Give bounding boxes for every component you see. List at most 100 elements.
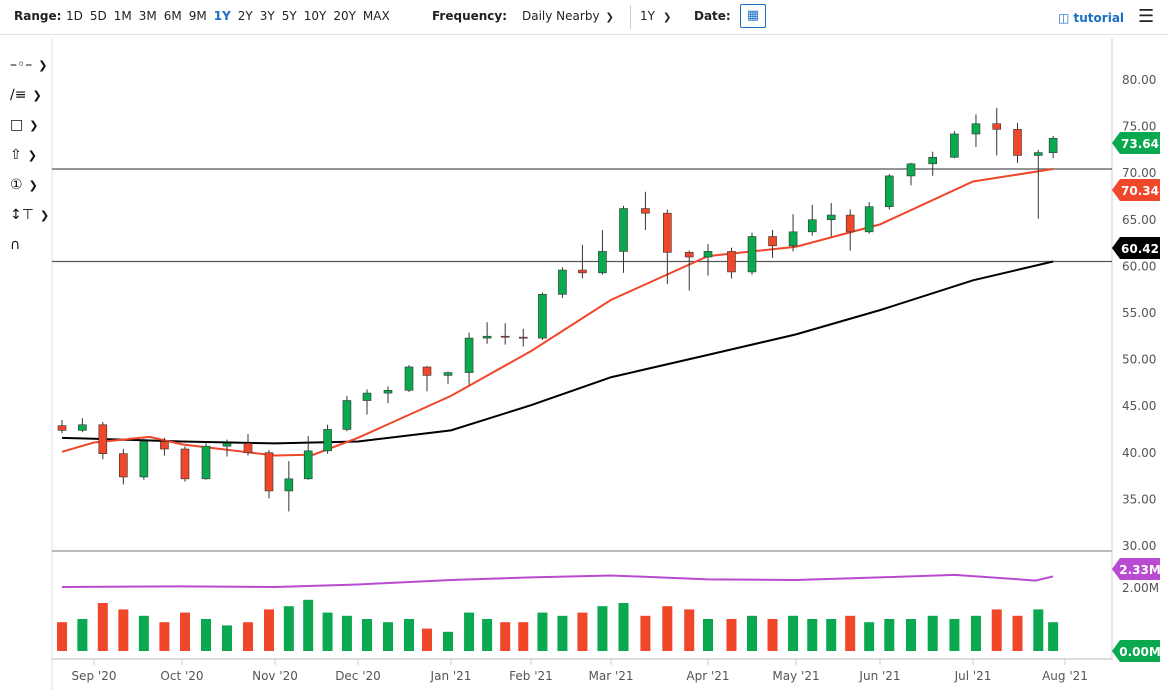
- x-tick-label: Nov '20: [252, 669, 298, 683]
- candle-body: [578, 269, 587, 274]
- x-tick-label: Feb '21: [509, 669, 553, 683]
- candle-body: [684, 252, 694, 258]
- volume-bar: [201, 619, 211, 651]
- volume-bar: [618, 603, 629, 651]
- candle-body: [500, 335, 510, 338]
- range-5y[interactable]: 5Y: [281, 9, 297, 23]
- volume-bar: [283, 606, 294, 651]
- divider: [630, 5, 631, 29]
- toolbar-divider: [0, 34, 1169, 35]
- volume-bar: [1048, 622, 1059, 651]
- range-10y[interactable]: 10Y: [303, 9, 327, 23]
- range-max[interactable]: MAX: [362, 9, 390, 23]
- volume-average-badge: 2.33M: [1112, 558, 1161, 580]
- candle-body: [78, 424, 87, 431]
- fib-tool[interactable]: ∕≡ ❯: [0, 80, 52, 110]
- candle-body: [98, 424, 108, 454]
- x-tick-label: Apr '21: [686, 669, 729, 683]
- hamburger-menu-icon[interactable]: ☰: [1138, 6, 1155, 27]
- range-buttons: 1D 5D 1M 3M 6M 9M 1Y 2Y 3Y 5Y 10Y 20Y MAX: [66, 9, 397, 23]
- volume-bar: [684, 609, 695, 651]
- volume-bar: [322, 612, 333, 651]
- range-3y[interactable]: 3Y: [259, 9, 275, 23]
- candle-body: [303, 450, 313, 480]
- range-2y[interactable]: 2Y: [237, 9, 253, 23]
- candle-body: [482, 335, 492, 339]
- range-1y[interactable]: 1Y: [213, 9, 231, 23]
- candle-body: [663, 212, 672, 253]
- annotation-tool[interactable]: ① ❯: [0, 170, 52, 200]
- period-value: 1Y: [640, 9, 655, 23]
- chevron-right-icon: ❯: [39, 208, 50, 222]
- volume-bar: [991, 609, 1002, 651]
- volume-tick-label: 2.00M: [1122, 581, 1159, 595]
- volume-bar: [726, 619, 737, 651]
- ma-200-badge-text: 60.42: [1121, 242, 1159, 256]
- candle-body: [1033, 152, 1043, 156]
- volume-bar: [884, 619, 895, 651]
- x-tick-label: Sep '20: [72, 669, 117, 683]
- range-1m[interactable]: 1M: [113, 9, 132, 23]
- period-dropdown[interactable]: 1Y ❯: [640, 9, 671, 23]
- range-6m[interactable]: 6M: [163, 9, 182, 23]
- frequency-dropdown[interactable]: Daily Nearby ❯: [522, 9, 614, 23]
- magnet-tool[interactable]: ∩: [0, 230, 52, 260]
- volume-bar: [949, 619, 960, 651]
- chevron-right-icon: ❯: [38, 58, 48, 72]
- chevron-right-icon: ❯: [29, 118, 39, 132]
- candle-body: [1048, 137, 1058, 153]
- range-1d[interactable]: 1D: [66, 9, 83, 23]
- chevron-down-icon: ❯: [662, 12, 672, 23]
- range-5d[interactable]: 5D: [89, 9, 107, 23]
- chevron-right-icon: ❯: [28, 178, 38, 192]
- last-volume-badge: 0.00M: [1112, 640, 1161, 662]
- x-tick-label: Jul '21: [954, 669, 992, 683]
- date-label: Date:: [694, 9, 731, 23]
- arrow-up-icon: ⇧: [10, 147, 22, 163]
- range-20y[interactable]: 20Y: [333, 9, 356, 23]
- volume-bar: [557, 615, 568, 651]
- rectangle-tool[interactable]: □ ❯: [0, 110, 52, 140]
- x-tick-label: May '21: [772, 669, 819, 683]
- volume-bar: [597, 606, 608, 651]
- candle-body: [703, 251, 713, 258]
- volume-bar: [118, 609, 129, 651]
- candle-body: [864, 206, 874, 233]
- volume-bar: [443, 631, 453, 651]
- range-3m[interactable]: 3M: [138, 9, 157, 23]
- volume-average-badge-text: 2.33M: [1119, 563, 1161, 577]
- measure-tool[interactable]: ↕⊤ ❯: [0, 200, 52, 230]
- volume-bar: [57, 622, 68, 651]
- calendar-icon[interactable]: ▦: [740, 4, 766, 28]
- candle-body: [243, 443, 253, 454]
- candle-body: [518, 336, 528, 339]
- x-tick-label: Jan '21: [430, 669, 472, 683]
- ma-200-badge-shape: [1112, 237, 1160, 259]
- y-tick-label: 75.00: [1122, 120, 1156, 134]
- y-tick-label: 55.00: [1122, 306, 1156, 320]
- arrow-tool[interactable]: ⇧ ❯: [0, 140, 52, 170]
- range-9m[interactable]: 9M: [188, 9, 207, 23]
- volume-bar: [767, 619, 778, 651]
- y-tick-label: 65.00: [1122, 213, 1156, 227]
- candle-body: [342, 400, 352, 430]
- last-price-badge: 73.64: [1112, 132, 1160, 154]
- volume-bar: [464, 612, 475, 651]
- candle-body: [619, 208, 628, 252]
- volume-bar: [303, 599, 314, 651]
- volume-bar: [970, 615, 981, 651]
- candle-body: [201, 445, 211, 480]
- volume-bar: [362, 619, 372, 651]
- candle-body: [641, 208, 650, 214]
- volume-average-line: [62, 573, 1054, 589]
- crosshair-tool[interactable]: –◦– ❯: [0, 50, 52, 80]
- y-tick-label: 80.00: [1122, 73, 1156, 87]
- candle-body: [992, 123, 1002, 130]
- candle-body: [180, 448, 190, 480]
- tutorial-link[interactable]: ◫ tutorial: [1058, 11, 1124, 25]
- candle-body: [928, 156, 938, 165]
- volume-bar: [264, 609, 274, 651]
- volume-bar: [662, 606, 673, 651]
- candle-body: [222, 443, 232, 447]
